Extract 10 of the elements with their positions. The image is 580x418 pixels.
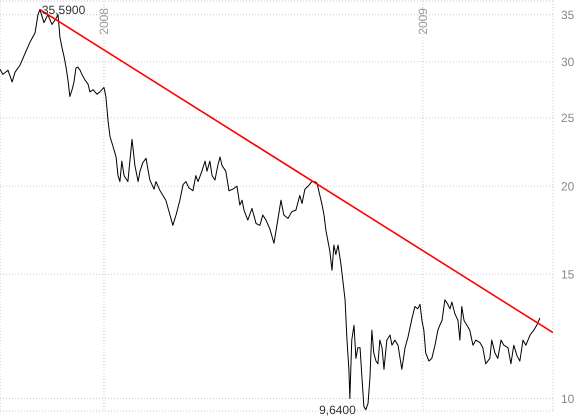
y-tick-label: 25 bbox=[561, 111, 575, 126]
annotation: 9,6400 bbox=[319, 402, 356, 417]
annotation: 35,5900 bbox=[42, 2, 86, 17]
y-tick-label: 30 bbox=[561, 55, 575, 70]
y-tick-label: 20 bbox=[561, 179, 575, 194]
x-tick-label: 2009 bbox=[416, 8, 430, 35]
y-tick-label: 35 bbox=[561, 8, 575, 22]
y-tick-label: 10 bbox=[561, 392, 575, 406]
x-tick-label: 2008 bbox=[96, 8, 111, 35]
y-tick-label: 15 bbox=[561, 268, 575, 282]
